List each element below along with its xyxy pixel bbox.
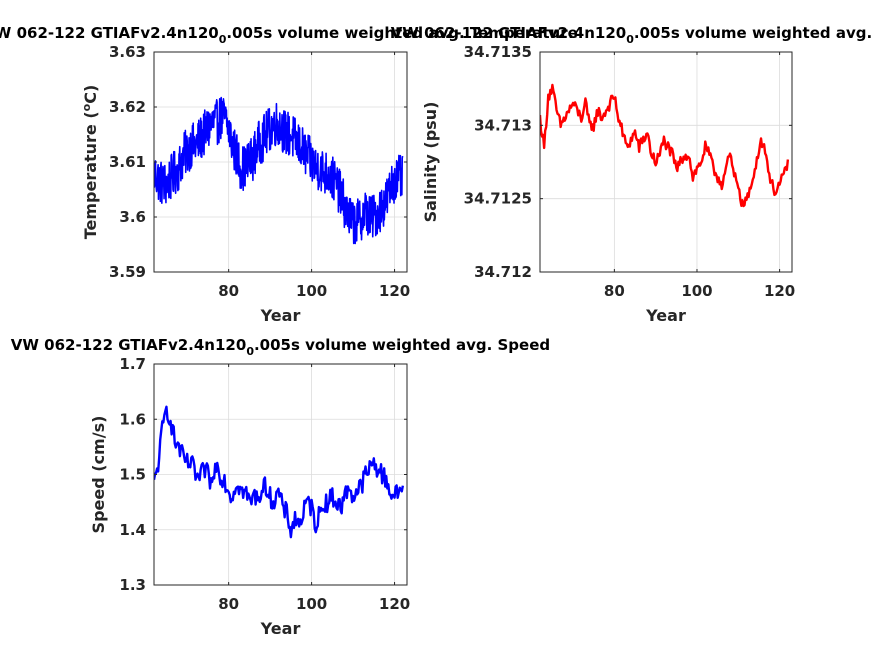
sal-series-line xyxy=(540,83,790,208)
temp-ytick-label-3: 3.62 xyxy=(109,98,146,116)
sal-plot-area xyxy=(540,52,792,272)
sal-ytick-label-0: 34.712 xyxy=(474,263,532,281)
speed-ytick-label-0: 1.3 xyxy=(119,576,146,594)
sal-xtick-label-0: 80 xyxy=(604,282,625,300)
temp-ytick-label-4: 3.63 xyxy=(109,43,146,61)
speed-title: VW 062-122 GTIAFv2.4n1200.005s volume we… xyxy=(11,336,550,358)
titles-layer: VW 062-122 GTIAFv2.4n1200.005s volume we… xyxy=(0,24,875,358)
temp-xtick-label-1: 100 xyxy=(296,282,327,300)
sal-ytick-label-3: 34.7135 xyxy=(464,43,532,61)
temp-xlabel: Year xyxy=(260,306,301,325)
speed-ytick-label-4: 1.7 xyxy=(119,355,146,373)
temp-ytick-label-1: 3.6 xyxy=(119,208,146,226)
sal-ylabel: Salinity (psu) xyxy=(421,102,440,223)
speed-ytick-label-1: 1.4 xyxy=(119,521,146,539)
speed-ytick-label-2: 1.5 xyxy=(119,466,146,484)
speed-xlabel: Year xyxy=(260,619,301,638)
sal-ytick-label-2: 34.713 xyxy=(474,116,532,134)
speed-plot: 80 100 120 1.3 1.4 1.5 1.6 1.7 Year Speed (cm/s) xyxy=(89,355,410,638)
speed-xtick-label-2: 120 xyxy=(379,595,410,613)
sal-axes-frame xyxy=(539,51,793,273)
temp-xtick-label-0: 80 xyxy=(218,282,239,300)
temp-ylabel: Temperature (oC) xyxy=(80,85,100,240)
speed-ytick-label-3: 1.6 xyxy=(119,410,146,428)
speed-xtick-label-0: 80 xyxy=(218,595,239,613)
sal-xtick-label-1: 100 xyxy=(681,282,712,300)
sal-xlabel: Year xyxy=(645,306,686,325)
sal-title: VW 062-122 GTIAFv2.4n1200.005s volume we… xyxy=(391,24,875,46)
salinity-plot: 80 100 120 34.712 34.7125 34.713 34.7135 Year Sa… xyxy=(421,43,795,325)
temperature-plot: 80 100 120 3.59 3.6 3.61 3.62 3.63 Year Temperatu… xyxy=(80,43,410,325)
sal-ytick-label-1: 34.7125 xyxy=(464,190,532,208)
temp-ytick-label-0: 3.59 xyxy=(109,263,146,281)
temp-xtick-label-2: 120 xyxy=(379,282,410,300)
speed-ylabel: Speed (cm/s) xyxy=(89,416,108,534)
temp-ytick-label-2: 3.61 xyxy=(109,153,146,171)
speed-series-line xyxy=(154,405,405,539)
speed-xtick-label-1: 100 xyxy=(296,595,327,613)
temp-title: VW 062-122 GTIAFv2.4n1200.005s volume we… xyxy=(0,24,578,46)
sal-xtick-label-2: 120 xyxy=(764,282,795,300)
temp-series-line xyxy=(154,96,404,245)
